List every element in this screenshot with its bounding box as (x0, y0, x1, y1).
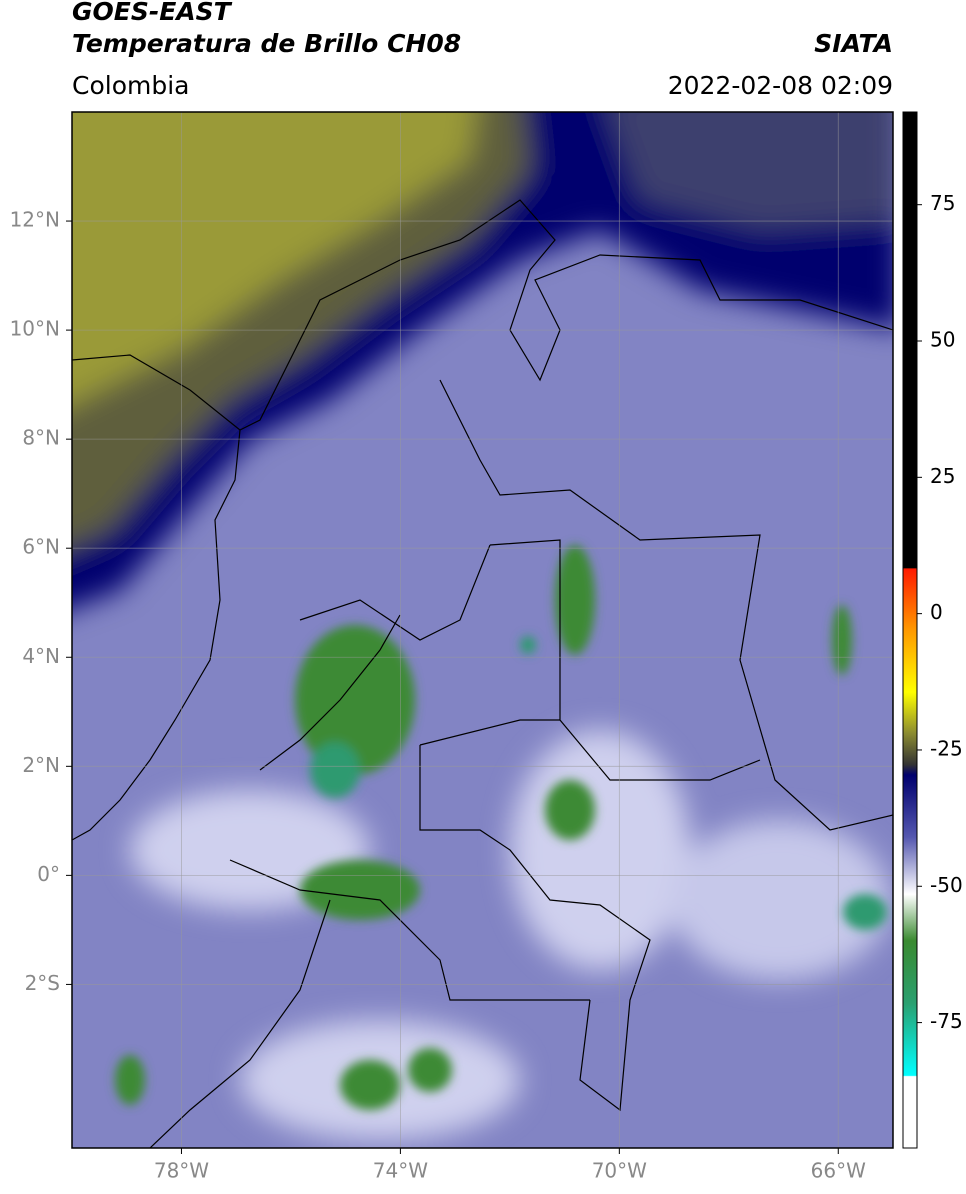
colorbar-label: -50 (930, 873, 963, 897)
y-tick-label: 0° (37, 862, 60, 886)
satellite-image (72, 112, 893, 1148)
x-tick-label: 70°W (592, 1159, 647, 1183)
colorbar-label: -75 (930, 1009, 963, 1033)
y-tick-label: 4°N (22, 644, 60, 668)
region: Colombia (72, 71, 189, 100)
x-tick-label: 78°W (154, 1159, 209, 1183)
datetime: 2022-02-08 02:09 (668, 71, 893, 100)
title: GOES-EAST (72, 0, 233, 26)
colorbar-label: 75 (930, 191, 955, 215)
colorbar-label: 50 (930, 328, 955, 352)
y-tick-label: 2°S (25, 971, 60, 995)
colorbar-label: -25 (930, 736, 963, 760)
y-tick-label: 8°N (22, 426, 60, 450)
colorbar-label: 25 (930, 464, 955, 488)
grid (72, 112, 893, 1148)
y-tick-label: 6°N (22, 535, 60, 559)
map-frame (71, 111, 894, 1149)
x-tick-label: 74°W (373, 1159, 428, 1183)
title: Temperatura de Brillo CH08 (72, 29, 461, 58)
borders (72, 199, 893, 1148)
source: SIATA (814, 29, 893, 58)
colorbar (902, 111, 918, 1149)
y-tick-label: 12°N (10, 208, 60, 232)
y-tick-label: 10°N (10, 317, 60, 341)
x-tick-label: 66°W (811, 1159, 866, 1183)
y-tick-label: 2°N (22, 753, 60, 777)
colorbar-label: 0 (930, 600, 943, 624)
